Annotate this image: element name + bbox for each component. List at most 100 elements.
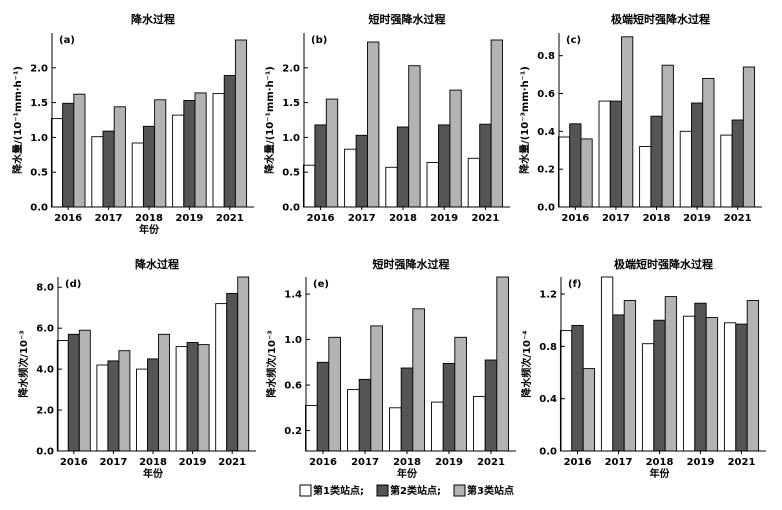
panel-4: 短时强降水过程 (e) 0.2 0.6 1.0 1.4 2016 2017 2018 2019 20… — [265, 257, 516, 480]
x-tick-label: 2018 — [646, 457, 674, 468]
y-tick-label: 1.0 — [282, 133, 300, 144]
x-tick-label: 2018 — [393, 457, 421, 468]
bar — [328, 336, 341, 452]
bar — [226, 292, 239, 452]
bar — [623, 300, 637, 452]
bar — [142, 125, 156, 208]
bar — [682, 315, 696, 452]
bar — [78, 329, 91, 452]
y-tick-label: 0.5 — [282, 168, 300, 179]
bar — [723, 322, 737, 452]
bar — [107, 360, 120, 452]
bar — [557, 136, 571, 208]
bar — [694, 302, 707, 452]
bar — [582, 368, 596, 452]
bar — [396, 126, 410, 208]
bar — [91, 136, 104, 208]
y-tick-label: 0.2 — [537, 165, 555, 176]
y-tick-label: 0.0 — [537, 203, 555, 214]
bar — [746, 300, 760, 452]
x-tick-label: 2021 — [218, 457, 246, 468]
x-axis-label: 年份 — [650, 467, 671, 480]
x-tick-label: 2018 — [139, 457, 167, 468]
bar — [197, 344, 210, 452]
x-tick-label: 2016 — [561, 213, 589, 224]
x-tick-label: 2018 — [389, 213, 417, 224]
x-axis-label: 年份 — [143, 467, 164, 480]
y-tick-label: 0.8 — [539, 342, 557, 353]
bar — [449, 89, 462, 208]
x-tick-label: 2019 — [435, 457, 463, 468]
panel-1: 短时强降水过程 (b) 0.0 0.5 1.0 1.5 2.0 2016 2017 2018 201… — [263, 12, 510, 224]
legend: 第1类站点; 第2类站点; 第3类站点 — [299, 484, 514, 497]
bar — [431, 401, 444, 452]
y-tick-label: 1.0 — [284, 335, 302, 346]
bar — [621, 36, 634, 208]
x-tick-label: 2016 — [307, 213, 335, 224]
bar — [223, 75, 236, 208]
panel-title: 极端短时强降水过程 — [614, 257, 713, 271]
bar — [347, 389, 360, 452]
panel-title: 短时强降水过程 — [373, 257, 450, 271]
bar — [385, 166, 398, 208]
x-tick-label: 2018 — [135, 213, 163, 224]
bar — [175, 346, 188, 452]
x-axis-label: 年份 — [139, 223, 160, 236]
legend-label-class3: 第3类站点 — [467, 484, 514, 497]
bar — [664, 296, 678, 452]
panel-5: 极端短时强降水过程 (f) 0.0 0.4 0.8 1.2 2016 2017 2018 2019… — [520, 257, 766, 480]
bar — [314, 124, 327, 208]
x-tick-label: 2019 — [683, 213, 711, 224]
x-tick-label: 2017 — [351, 457, 379, 468]
x-tick-label: 2017 — [602, 213, 630, 224]
bar — [325, 98, 339, 208]
bar — [355, 134, 368, 208]
legend-swatch-class1 — [299, 484, 312, 497]
x-tick-label: 2017 — [95, 213, 123, 224]
bar — [113, 106, 126, 208]
panel-3: 降水过程 (d) 0.0 2.0 4.0 6.0 8.0 2016 2017 2018 2019 20… — [17, 257, 256, 480]
legend-swatch-class2 — [376, 484, 389, 497]
bar — [569, 123, 582, 208]
x-tick-label: 2016 — [309, 457, 337, 468]
bar — [183, 100, 196, 208]
bar — [661, 64, 674, 208]
y-tick-label: 0.4 — [537, 127, 555, 138]
bar — [56, 340, 69, 452]
bar — [158, 333, 170, 452]
bar — [484, 359, 498, 452]
panel-2: 极端短时强降水过程 (c) 0.0 0.2 0.4 0.6 0.8 2016 2017 2018 2… — [518, 12, 762, 224]
y-axis-label: 降水频次/10⁻³ — [17, 330, 30, 397]
bar — [302, 164, 316, 208]
y-tick-label: 0.6 — [537, 89, 555, 100]
y-tick-label: 0.2 — [284, 426, 302, 437]
bar — [473, 395, 486, 452]
panels-group: 降水过程 (a) 0.0 0.5 1.0 1.5 2.0 2016 2017 2018 2019 20… — [11, 12, 766, 480]
bar — [400, 367, 414, 452]
bar — [358, 378, 372, 452]
y-tick-label: 0.4 — [539, 394, 557, 405]
bar — [641, 343, 655, 452]
bar — [370, 325, 383, 452]
panel-title: 降水过程 — [135, 257, 179, 271]
y-tick-label: 0.6 — [284, 381, 302, 392]
x-tick-label: 2019 — [430, 213, 458, 224]
bar — [705, 317, 719, 452]
bar — [454, 336, 467, 452]
x-tick-label: 2017 — [605, 457, 633, 468]
y-tick-label: 2.0 — [36, 406, 54, 417]
panel-title: 短时强降水过程 — [369, 12, 446, 26]
y-axis-label: 降水量/(10⁻³mm·h⁻¹) — [518, 66, 531, 174]
bar — [479, 123, 492, 208]
bar — [467, 157, 481, 208]
bar — [679, 130, 692, 208]
bar — [442, 362, 456, 452]
panel-label: (e) — [313, 279, 329, 290]
x-tick-label: 2021 — [216, 213, 244, 224]
bar — [412, 308, 425, 452]
bar — [653, 319, 666, 452]
y-tick-label: 1.0 — [30, 133, 48, 144]
y-tick-label: 0.0 — [30, 203, 48, 214]
bar — [639, 146, 652, 208]
bar — [580, 138, 593, 208]
